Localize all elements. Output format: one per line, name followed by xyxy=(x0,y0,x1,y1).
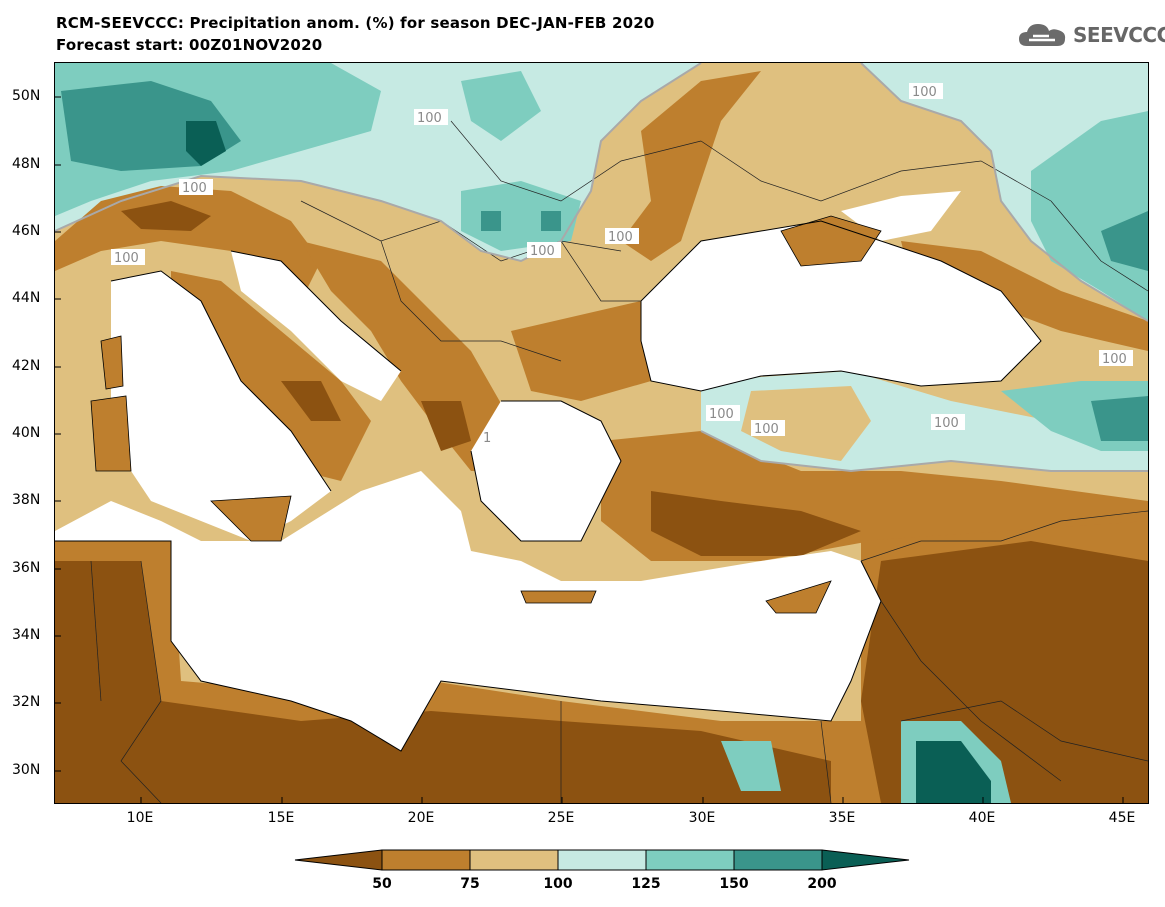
contour-label: 100 xyxy=(912,85,937,100)
lat-label: 34N xyxy=(12,627,41,643)
colorbar-segment xyxy=(821,849,910,871)
black-sea xyxy=(641,221,1041,391)
wet-region-north xyxy=(186,121,226,166)
colorbar-label: 150 xyxy=(719,876,749,892)
contour-label: 100 xyxy=(608,230,633,245)
contour-label-group: 100 100 100 100 100 100 100 100 100 100 … xyxy=(111,83,1133,446)
wet-region-turkey xyxy=(1091,396,1148,441)
contour-label: 1 xyxy=(483,431,491,446)
map-subtitle: Forecast start: 00Z01NOV2020 xyxy=(56,36,323,54)
colorbar-label: 125 xyxy=(631,876,661,892)
wet-region-north xyxy=(461,181,581,251)
map-title: RCM-SEEVCCC: Precipitation anom. (%) for… xyxy=(56,14,655,32)
dry-region-africa xyxy=(55,561,831,803)
lat-label: 40N xyxy=(12,425,41,441)
sicily xyxy=(210,495,292,542)
contour-label: 100 xyxy=(114,251,139,266)
lat-label: 46N xyxy=(12,223,41,239)
dry-region-balkans xyxy=(421,401,471,451)
coastlines xyxy=(55,220,1042,752)
contour-label: 100 xyxy=(417,111,442,126)
colorbar-segment xyxy=(469,849,559,871)
corsica xyxy=(100,335,124,390)
dry-region-turkey xyxy=(741,386,871,461)
lon-label: 30E xyxy=(688,810,716,826)
sardinia xyxy=(90,395,132,472)
colorbar-segment xyxy=(294,849,383,871)
contour-label: 100 xyxy=(934,416,959,431)
lat-label: 38N xyxy=(12,492,41,508)
colorbar-segment xyxy=(557,849,647,871)
dry-region-italy xyxy=(281,381,341,421)
wet-region-north xyxy=(481,211,501,231)
wet-region-north xyxy=(541,211,561,231)
contour-label: 100 xyxy=(182,181,207,196)
colorbar-label: 50 xyxy=(372,876,392,892)
lat-label: 30N xyxy=(12,762,41,778)
crete xyxy=(520,590,597,604)
cloud-logo-icon xyxy=(1019,24,1066,46)
country-borders xyxy=(90,120,1148,803)
lat-label: 44N xyxy=(12,290,41,306)
dry-region-turkey xyxy=(651,491,861,556)
axis-ticks xyxy=(55,96,1124,803)
lon-label: 40E xyxy=(968,810,996,826)
colorbar-label: 100 xyxy=(543,876,573,892)
dry-region-alps xyxy=(121,201,211,231)
logo-text: SEEVCCC xyxy=(1073,23,1165,47)
colorbar-label: 200 xyxy=(807,876,837,892)
dry-region-italy xyxy=(171,271,371,481)
wet-region-africa xyxy=(721,741,781,791)
map-panel: 100 100 100 100 100 100 100 100 100 100 … xyxy=(54,62,1149,804)
lat-label: 42N xyxy=(12,358,41,374)
colorbar-label: 75 xyxy=(460,876,480,892)
dry-region-balkans xyxy=(511,301,681,401)
contour-label: 100 xyxy=(709,407,734,422)
lat-label: 36N xyxy=(12,560,41,576)
wet-region-east xyxy=(1101,211,1148,271)
lon-label: 45E xyxy=(1108,810,1136,826)
lon-label: 15E xyxy=(267,810,295,826)
contour-label: 100 xyxy=(1102,352,1127,367)
lon-label: 10E xyxy=(126,810,154,826)
dry-region-east xyxy=(901,241,1148,351)
colorbar-segment xyxy=(381,849,471,871)
crimea xyxy=(780,215,882,267)
seevccc-logo: SEEVCCC xyxy=(1017,20,1165,50)
cyprus xyxy=(765,580,832,614)
lon-label: 25E xyxy=(547,810,575,826)
lon-label: 20E xyxy=(407,810,435,826)
colorbar-segment xyxy=(733,849,823,871)
wet-region-arabia xyxy=(916,741,991,803)
colorbar-segment xyxy=(645,849,735,871)
wet-region-east xyxy=(1031,111,1148,321)
lat-label: 48N xyxy=(12,156,41,172)
wet-region-north xyxy=(461,71,541,141)
lon-label: 35E xyxy=(828,810,856,826)
dry-region-balkans xyxy=(301,241,521,471)
precipitation-map: 100 100 100 100 100 100 100 100 100 100 … xyxy=(55,63,1148,803)
contour-100 xyxy=(55,63,1148,473)
dry-region-east xyxy=(621,71,761,261)
tyrrhenian-sea xyxy=(111,271,331,541)
aegean-sea xyxy=(471,401,621,541)
lat-label: 50N xyxy=(12,88,41,104)
contour-label: 100 xyxy=(754,422,779,437)
contour-label: 100 xyxy=(530,244,555,259)
lat-label: 32N xyxy=(12,694,41,710)
adriatic-sea xyxy=(231,251,401,401)
